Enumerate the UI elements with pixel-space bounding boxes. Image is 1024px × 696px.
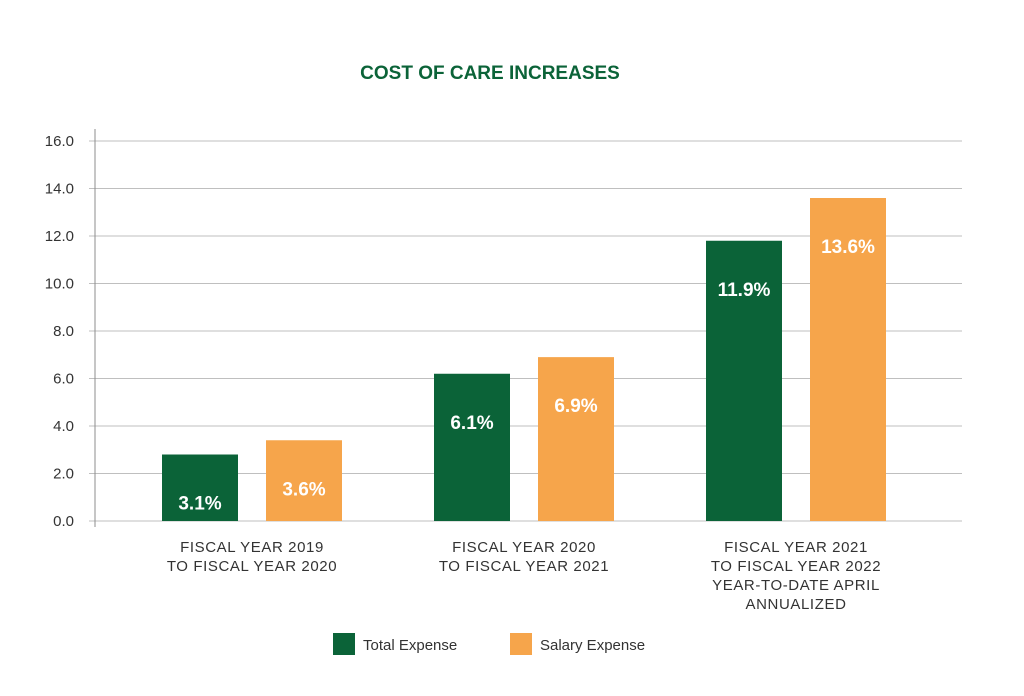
x-category-label: TO FISCAL YEAR 2020 — [167, 558, 337, 575]
x-category-label: FISCAL YEAR 2019 — [180, 539, 324, 556]
x-category-label: TO FISCAL YEAR 2021 — [439, 558, 609, 575]
data-label: 3.1% — [178, 494, 221, 515]
x-category-label: TO FISCAL YEAR 2022 — [711, 558, 881, 575]
y-tick-label: 10.0 — [45, 276, 74, 293]
x-category-label: FISCAL YEAR 2020 — [452, 539, 596, 556]
data-label: 6.1% — [450, 413, 493, 434]
bar-total-expense — [434, 373, 510, 521]
data-label: 13.6% — [821, 237, 875, 258]
y-tick-label: 0.0 — [53, 513, 74, 530]
y-tick-label: 12.0 — [45, 228, 74, 245]
legend-swatch — [333, 633, 355, 655]
bar-salary-expense — [266, 440, 342, 521]
legend-swatch — [510, 633, 532, 655]
x-axis-categories: FISCAL YEAR 2019 TO FISCAL YEAR 2020 FISCA… — [167, 539, 881, 613]
y-tick-label: 14.0 — [45, 181, 74, 198]
chart-title: COST OF CARE INCREASES — [360, 63, 620, 84]
bars — [162, 198, 886, 521]
data-label: 3.6% — [282, 479, 325, 500]
bar-salary-expense — [538, 357, 614, 521]
x-category-label: FISCAL YEAR 2021 — [724, 539, 868, 556]
bar-total-expense — [706, 240, 782, 521]
y-axis-ticks: 0.0 2.0 4.0 6.0 8.0 10.0 12.0 14.0 16.0 — [45, 133, 74, 530]
x-category-label: ANNUALIZED — [745, 596, 846, 613]
data-label: 6.9% — [554, 396, 597, 417]
y-tick-label: 6.0 — [53, 371, 74, 388]
legend: Total Expense Salary Expense — [333, 633, 645, 655]
legend-label: Total Expense — [363, 637, 457, 654]
data-label: 11.9% — [718, 280, 771, 301]
x-category-label: YEAR-TO-DATE APRIL — [712, 577, 880, 594]
legend-label: Salary Expense — [540, 637, 645, 654]
y-tick-label: 4.0 — [53, 418, 74, 435]
y-tick-label: 2.0 — [53, 466, 74, 483]
data-labels: 3.1% 6.1% 11.9% 3.6% 6.9% 13.6% — [178, 237, 875, 515]
y-tick-label: 16.0 — [45, 133, 74, 150]
y-tick-label: 8.0 — [53, 323, 74, 340]
bar-salary-expense — [810, 198, 886, 521]
bar-total-expense — [162, 454, 238, 521]
